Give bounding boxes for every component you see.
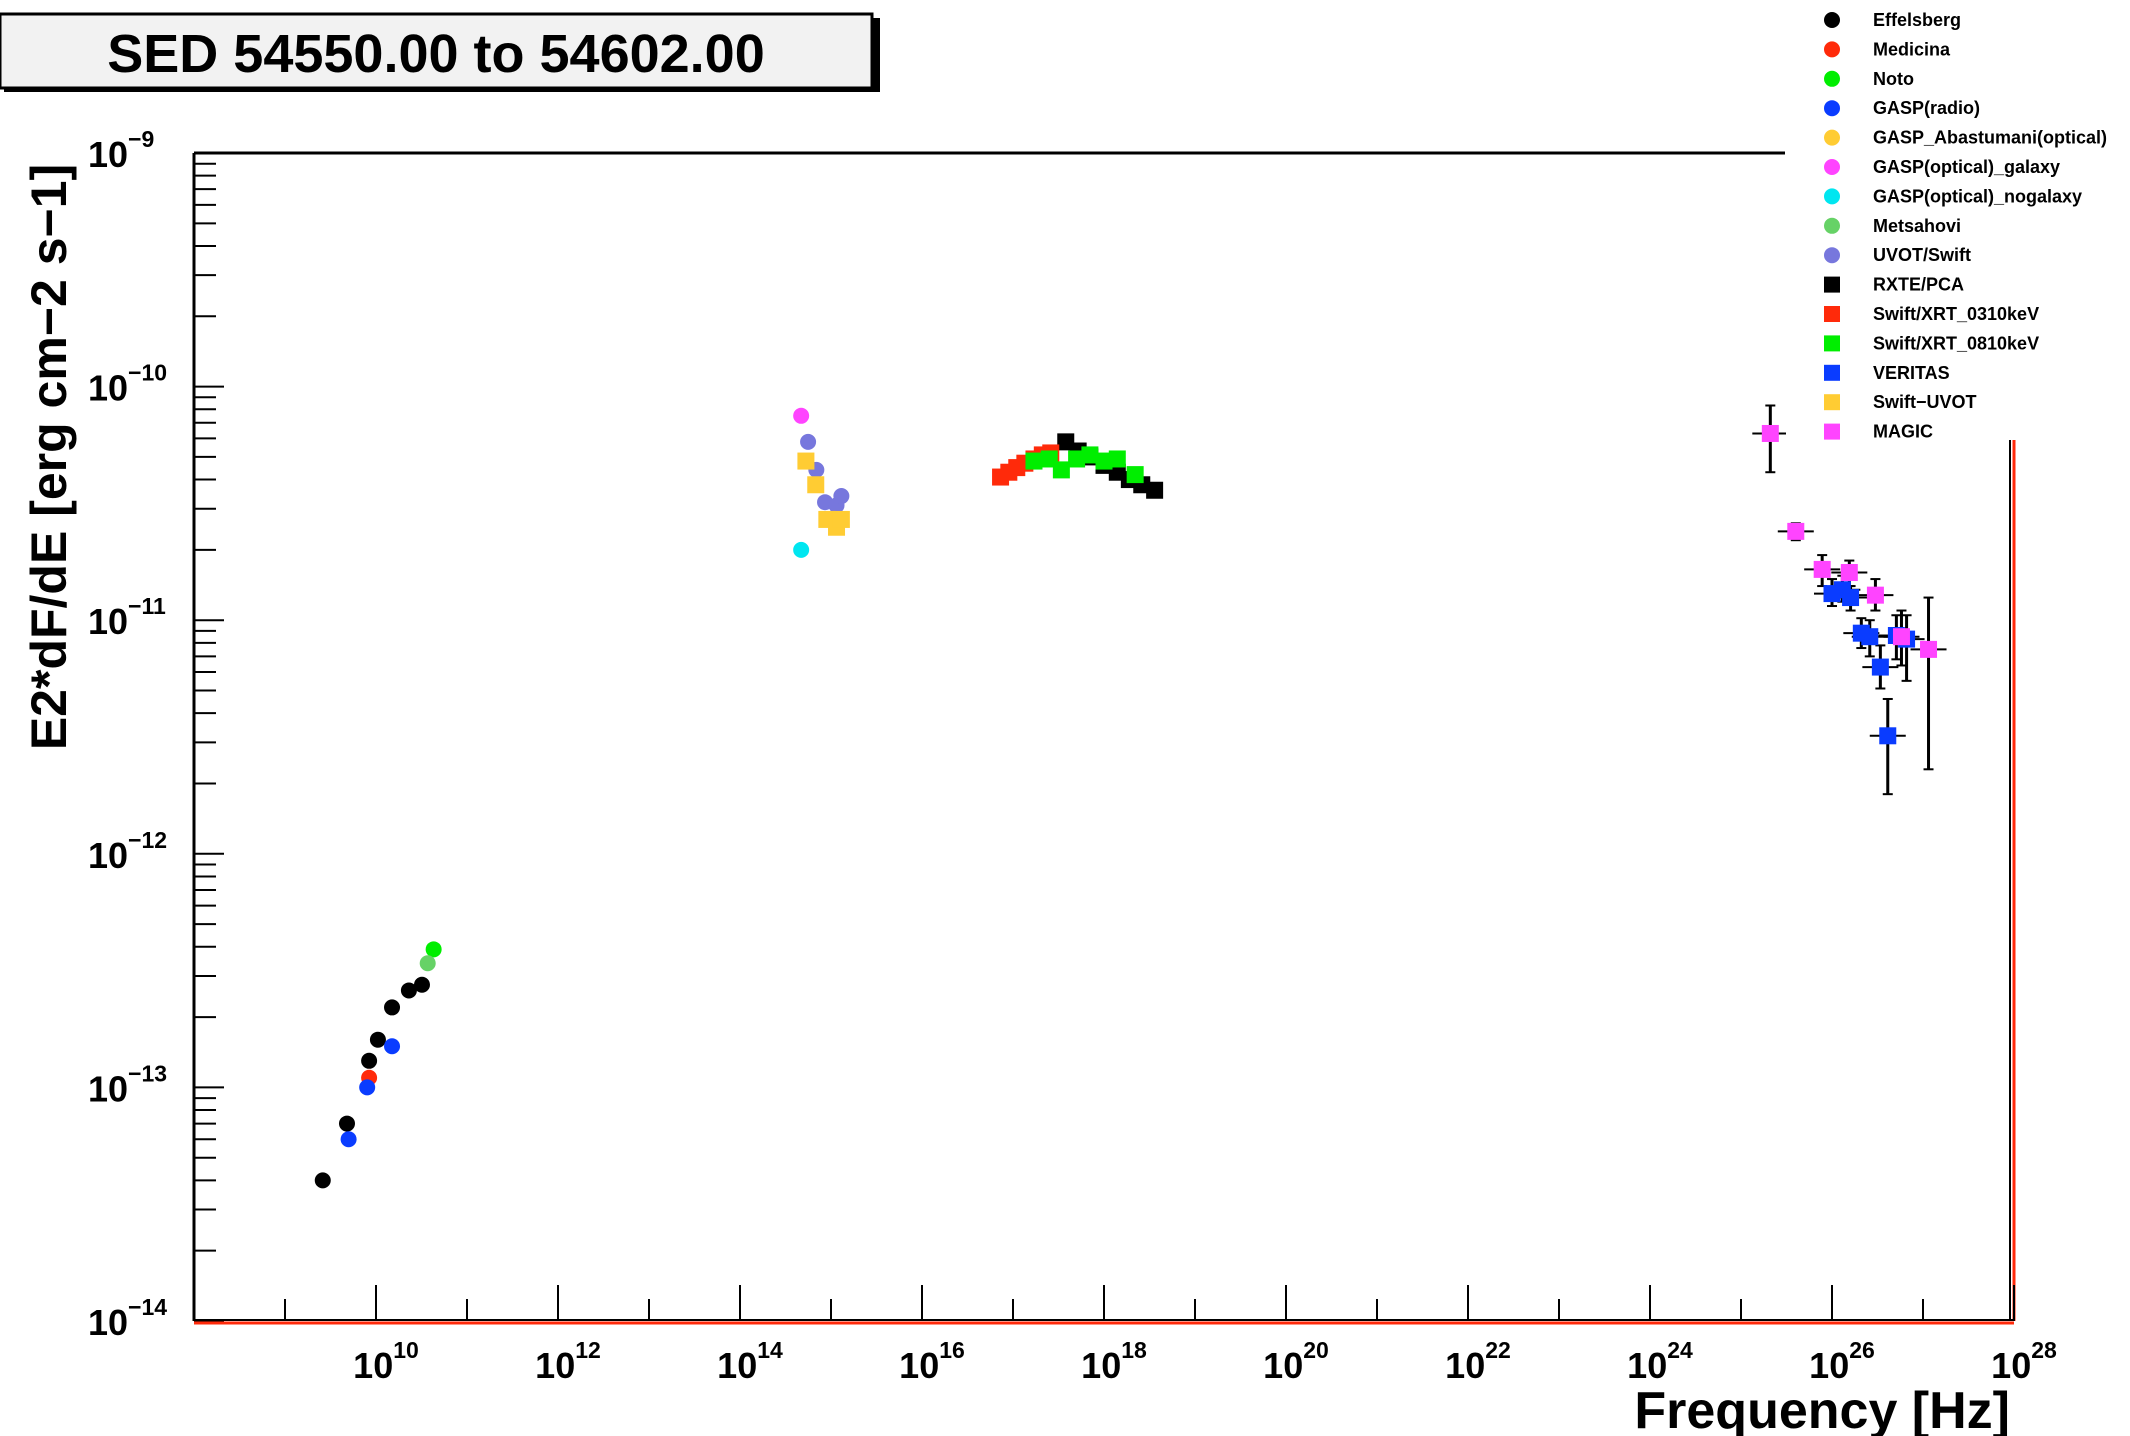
legend-entry: GASP(optical)_nogalaxy: [1873, 186, 2082, 206]
legend-entry: RXTE/PCA: [1873, 275, 1964, 295]
legend-entry: Effelsberg: [1873, 10, 1961, 30]
legend-entry: Noto: [1873, 69, 1914, 89]
legend-entry: GASP(radio): [1873, 98, 1980, 118]
point-magic: [1761, 424, 1779, 442]
x-tick-label: 1028: [1991, 1337, 2057, 1386]
y-tick-label: 10−14: [88, 1294, 167, 1343]
y-tick-label: 10−11: [88, 593, 166, 642]
point-gasp-optical-nogalaxy: [793, 541, 810, 558]
legend-entry: Swift−UVOT: [1873, 392, 1977, 412]
legend-entry: MAGIC: [1873, 422, 1933, 442]
point-rxte-pca: [1146, 481, 1164, 499]
point-uvot-swift: [833, 488, 850, 505]
point-veritas: [1861, 628, 1879, 646]
x-tick-label: 1016: [899, 1337, 965, 1386]
legend-entry: UVOT/Swift: [1873, 245, 1971, 265]
legend: Effelsberg Medicina Noto GASP(radio) GASP_Ab…: [1786, 0, 2130, 442]
legend-entry: Swift/XRT_0810keV: [1873, 333, 2039, 353]
point-effelsberg: [400, 982, 417, 999]
point-swift-xrt-0810kev: [1025, 452, 1043, 470]
legend-entry: GASP_Abastumani(optical): [1873, 128, 2107, 148]
legend-marker: [1824, 159, 1840, 175]
legend-marker: [1824, 247, 1840, 264]
point-effelsberg: [369, 1031, 386, 1048]
y-tick-label: 10−13: [88, 1060, 167, 1109]
data-markers: [314, 407, 1938, 1189]
legend-marker: [1824, 276, 1840, 293]
point-effelsberg: [413, 976, 430, 993]
legend-entry: Metsahovi: [1873, 216, 1961, 236]
legend-marker: [1824, 100, 1840, 117]
y-tick-label: 10−9: [88, 126, 154, 175]
legend-marker: [1824, 188, 1840, 205]
legend-marker: [1824, 41, 1840, 58]
point-magic: [1813, 560, 1831, 578]
point-swift-xrt-0810kev: [1081, 446, 1099, 464]
point-magic: [1920, 640, 1938, 658]
point-gasp-radio: [359, 1079, 376, 1096]
legend-entry: VERITAS: [1873, 363, 1950, 383]
point-swift-uvot: [797, 452, 815, 470]
point-magic: [1840, 564, 1858, 582]
legend-marker: [1824, 129, 1840, 146]
y-axis-label: E2*dF/dE [erg cm−2 s−1]: [21, 164, 77, 750]
legend-background: [1786, 0, 2130, 440]
point-swift-xrt-0810kev: [1068, 450, 1086, 468]
point-noto: [425, 941, 442, 958]
axis-ticks: [193, 152, 2015, 1322]
x-tick-label: 1020: [1263, 1337, 1329, 1386]
chart-title: SED 54550.00 to 54602.00: [107, 24, 764, 84]
point-swift-xrt-0810kev: [1052, 461, 1070, 479]
x-tick-label: 1010: [353, 1337, 419, 1386]
legend-marker: [1824, 394, 1840, 411]
point-swift-uvot: [807, 476, 825, 494]
point-gasp-optical-galaxy: [793, 407, 810, 424]
point-effelsberg: [314, 1172, 331, 1189]
legend-entry: Swift/XRT_0310keV: [1873, 304, 2039, 324]
legend-marker: [1824, 364, 1840, 381]
point-swift-xrt-0810kev: [1126, 466, 1144, 484]
x-tick-label: 1012: [535, 1337, 601, 1386]
title-box: [0, 12, 874, 90]
y-tick-label: 10−12: [88, 827, 167, 876]
point-veritas: [1879, 727, 1897, 745]
point-veritas: [1842, 589, 1860, 607]
point-gasp-radio: [384, 1038, 401, 1055]
point-effelsberg: [361, 1052, 378, 1069]
x-axis-label: Frequency [Hz]: [1634, 1382, 2010, 1436]
x-tick-label: 1014: [717, 1337, 783, 1386]
legend-marker: [1824, 335, 1840, 352]
legend-entry: GASP(optical)_galaxy: [1873, 157, 2060, 177]
point-veritas: [1871, 658, 1889, 676]
legend-marker: [1824, 217, 1840, 234]
x-tick-label: 1026: [1809, 1337, 1875, 1386]
point-swift-xrt-0810kev: [1095, 452, 1113, 470]
legend-entry: Medicina: [1873, 39, 1951, 59]
x-tick-label: 1018: [1081, 1337, 1147, 1386]
point-metsahovi: [419, 955, 436, 972]
point-magic: [1787, 522, 1805, 540]
point-gasp-radio: [340, 1131, 357, 1148]
point-magic: [1866, 586, 1884, 604]
legend-marker: [1824, 423, 1840, 440]
point-effelsberg: [338, 1115, 355, 1132]
legend-marker: [1824, 12, 1840, 28]
point-swift-uvot: [832, 510, 850, 528]
x-tick-label: 1024: [1627, 1337, 1693, 1386]
point-effelsberg: [384, 999, 401, 1016]
tick-labels: 1010 1012 1014 1016 1018 1020 1022 1024 1026 1028…: [88, 126, 2057, 1386]
x-tick-label: 1022: [1445, 1337, 1511, 1386]
y-tick-label: 10−10: [88, 360, 167, 409]
point-magic: [1892, 628, 1910, 646]
legend-marker: [1824, 70, 1840, 87]
legend-marker: [1824, 306, 1840, 322]
point-swift-xrt-0810kev: [1108, 450, 1126, 468]
point-uvot-swift: [800, 433, 817, 450]
